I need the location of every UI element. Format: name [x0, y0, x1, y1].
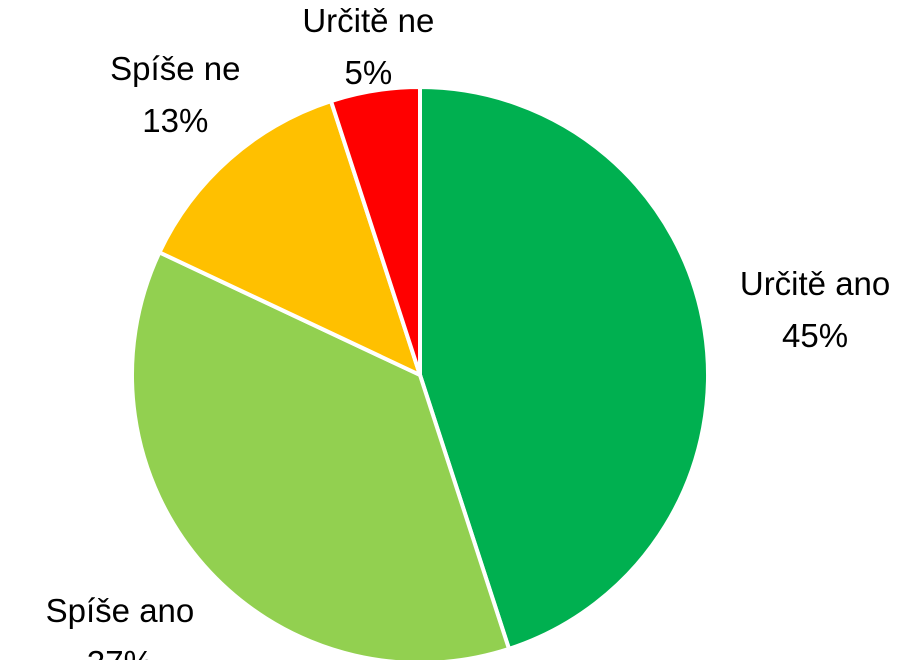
value-label: 5%: [345, 54, 393, 91]
pie-slice: [130, 250, 511, 660]
pie-slice: [157, 99, 422, 377]
pie-slice: [329, 85, 422, 377]
value-label: 45%: [782, 317, 848, 354]
slice-label: Určitě ne: [302, 2, 434, 39]
slice-label: Určitě ano: [740, 265, 890, 302]
value-label: 37%: [87, 644, 153, 660]
slice-label: Spíše ne: [110, 50, 240, 87]
slice-label: Spíše ano: [46, 592, 195, 629]
value-label: 13%: [142, 102, 208, 139]
pie-slice: [418, 85, 710, 651]
